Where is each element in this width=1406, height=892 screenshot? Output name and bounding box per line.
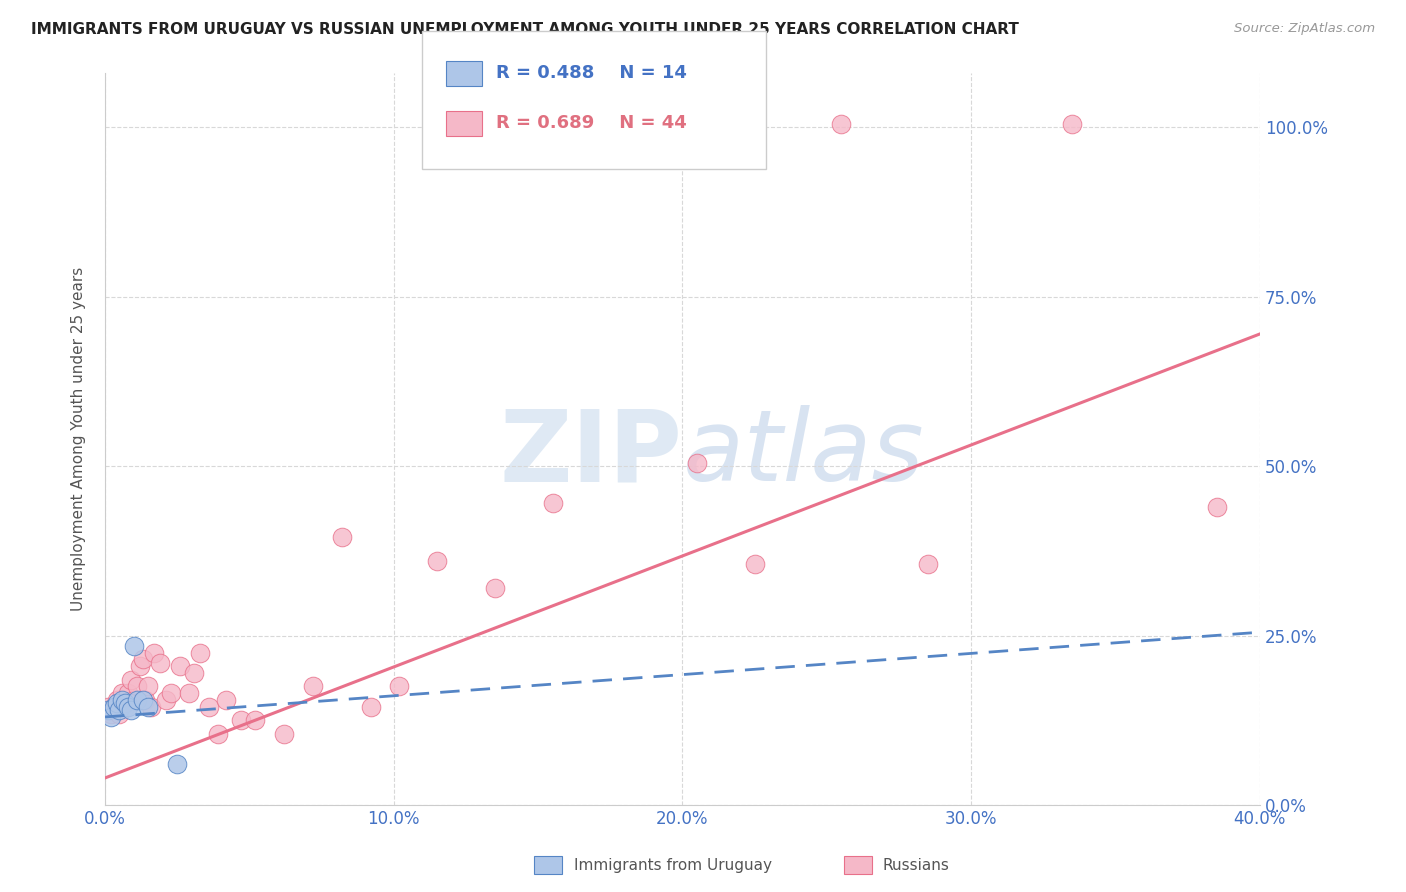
Point [628,117,651,131]
Point [273,727,295,741]
Point [105,693,128,707]
Point [426,554,449,568]
Point [143,646,166,660]
Point [229,714,252,728]
Point [131,693,153,707]
Point [744,558,766,572]
Text: Immigrants from Uruguay: Immigrants from Uruguay [574,858,772,872]
Point [207,727,229,741]
Point [120,703,142,717]
Point [122,639,145,653]
Point [183,665,205,680]
Point [215,693,238,707]
Text: R = 0.488    N = 14: R = 0.488 N = 14 [496,64,688,82]
Point [169,659,191,673]
Point [330,530,353,544]
Point [108,706,131,721]
Text: ZIP: ZIP [499,405,682,502]
Point [103,699,125,714]
Point [160,686,183,700]
Point [128,659,150,673]
Point [111,693,134,707]
Point [188,646,211,660]
Text: R = 0.689    N = 44: R = 0.689 N = 44 [496,114,688,132]
Point [97,699,120,714]
Point [100,710,122,724]
Point [302,680,325,694]
Point [1205,500,1227,514]
Point [136,680,159,694]
Point [360,699,382,714]
Point [108,703,131,717]
Point [155,693,177,707]
Point [388,680,411,694]
Point [131,652,153,666]
Point [97,703,120,717]
Text: IMMIGRANTS FROM URUGUAY VS RUSSIAN UNEMPLOYMENT AMONG YOUTH UNDER 25 YEARS CORRE: IMMIGRANTS FROM URUGUAY VS RUSSIAN UNEMP… [31,22,1019,37]
Point [141,699,163,714]
Text: atlas: atlas [682,405,924,502]
Point [111,686,134,700]
Point [103,699,125,714]
Point [686,456,709,470]
Point [166,757,188,772]
Point [243,714,266,728]
Point [198,699,221,714]
Point [114,697,136,711]
Point [149,656,172,670]
Point [484,581,506,595]
Point [917,558,939,572]
Point [541,496,564,510]
Point [117,699,139,714]
Y-axis label: Unemployment Among Youth under 25 years: Unemployment Among Youth under 25 years [72,267,86,611]
Point [136,699,159,714]
Point [114,699,136,714]
Point [117,686,139,700]
Point [125,680,148,694]
Point [134,693,156,707]
Point [1062,117,1084,131]
Point [122,693,145,707]
Point [830,117,852,131]
Text: Russians: Russians [883,858,950,872]
Text: Source: ZipAtlas.com: Source: ZipAtlas.com [1234,22,1375,36]
Point [105,697,128,711]
Point [100,706,122,721]
Point [125,693,148,707]
Point [120,673,142,687]
Point [177,686,200,700]
